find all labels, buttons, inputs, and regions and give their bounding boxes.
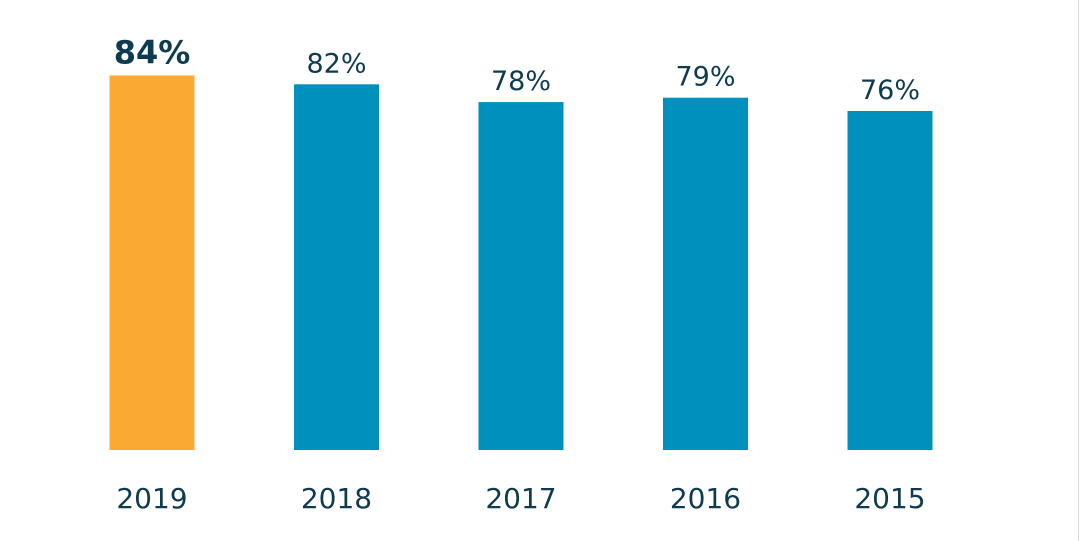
bar-2015 (847, 111, 933, 450)
value-label-2017: 78% (491, 66, 551, 97)
bar-2016 (663, 97, 748, 450)
bar-2018 (294, 84, 379, 451)
category-label-2019: 2019 (116, 482, 187, 515)
category-label-2018: 2018 (301, 482, 372, 515)
category-label-2017: 2017 (485, 482, 556, 515)
category-labels-group: 2019 2018 2017 2016 2015 (116, 482, 925, 515)
value-labels-group: 84% 82% 78% 79% 76% (114, 33, 920, 106)
bar-2019 (109, 75, 195, 451)
category-label-2015: 2015 (854, 482, 925, 515)
value-label-2016: 79% (675, 62, 735, 93)
bars-group (109, 75, 933, 451)
category-label-2016: 2016 (670, 482, 741, 515)
value-label-2019: 84% (114, 33, 191, 71)
value-label-2018: 82% (306, 48, 366, 79)
bar-2017 (478, 102, 564, 450)
value-label-2015: 76% (860, 75, 920, 106)
